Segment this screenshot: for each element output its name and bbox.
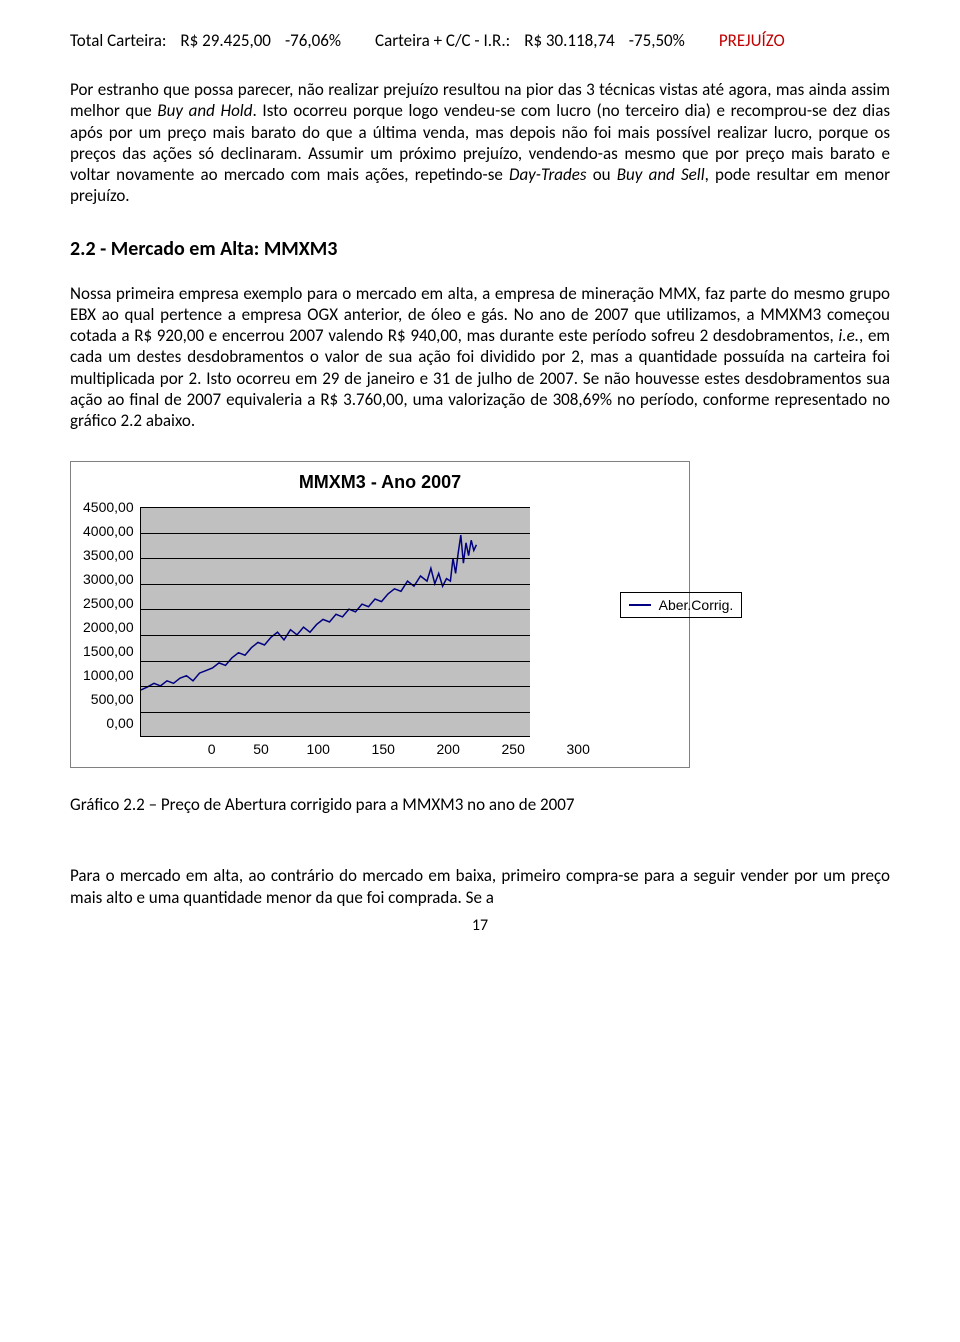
x-axis-ticks: 050100150200250300	[212, 741, 602, 757]
y-tick-label: 4000,00	[83, 524, 134, 538]
paragraph-1: Por estranho que possa parecer, não real…	[70, 79, 890, 207]
y-tick-label: 4500,00	[83, 500, 134, 514]
y-tick-label: 0,00	[83, 716, 134, 730]
summary-line: Total Carteira: R$ 29.425,00 -76,06% Car…	[70, 30, 890, 51]
y-tick-label: 500,00	[83, 692, 134, 706]
y-tick-label: 3000,00	[83, 572, 134, 586]
chart-line-svg	[141, 507, 531, 737]
gridline	[141, 609, 530, 610]
chart-container: MMXM3 - Ano 2007 4500,00 4000,00 3500,00 30…	[70, 461, 690, 768]
chart-title: MMXM3 - Ano 2007	[83, 472, 677, 493]
x-tick-label: 200	[437, 741, 460, 757]
x-tick-label: 100	[307, 741, 330, 757]
chart-area: 4500,004000,003500,003000,002500,002000,…	[83, 507, 677, 757]
y-tick-label: 2000,00	[83, 620, 134, 634]
gridline	[141, 635, 530, 636]
summary-pct-2: -75,50%	[629, 30, 685, 51]
gridline	[141, 558, 530, 559]
y-tick-label: 1000,00	[83, 668, 134, 682]
summary-value-1: R$ 29.425,00	[180, 30, 271, 51]
gridline	[141, 661, 530, 662]
gridline	[141, 686, 530, 687]
gridline	[141, 584, 530, 585]
gridline	[141, 712, 530, 713]
legend-label: Aber.Corrig.	[659, 597, 734, 613]
x-tick-label: 250	[502, 741, 525, 757]
legend-swatch	[629, 604, 651, 606]
y-tick-label: 3500,00	[83, 548, 134, 562]
summary-label-1: Total Carteira:	[70, 30, 166, 51]
chart-legend: Aber.Corrig.	[620, 592, 743, 618]
y-tick-label: 2500,00	[83, 596, 134, 610]
gridline	[141, 507, 530, 508]
gridline	[141, 533, 530, 534]
section-title: 2.2 - Mercado em Alta: MMXM3	[70, 237, 890, 261]
chart-plot	[140, 507, 530, 737]
y-axis-ticks: 4500,004000,003500,003000,002500,002000,…	[83, 507, 134, 737]
summary-pct-1: -76,06%	[285, 30, 341, 51]
x-tick-label: 150	[372, 741, 395, 757]
page-number: 17	[70, 916, 890, 935]
x-tick-label: 0	[208, 741, 216, 757]
paragraph-2: Nossa primeira empresa exemplo para o me…	[70, 283, 890, 432]
summary-status: PREJUÍZO	[719, 30, 785, 51]
paragraph-3: Para o mercado em alta, ao contrário do …	[70, 865, 890, 908]
x-tick-label: 50	[253, 741, 269, 757]
chart-caption: Gráfico 2.2 – Preço de Abertura corrigid…	[70, 794, 890, 815]
y-tick-label: 1500,00	[83, 644, 134, 658]
summary-value-2: R$ 30.118,74	[524, 30, 615, 51]
x-tick-label: 300	[566, 741, 589, 757]
summary-label-2: Carteira + C/C - I.R.:	[375, 30, 510, 51]
